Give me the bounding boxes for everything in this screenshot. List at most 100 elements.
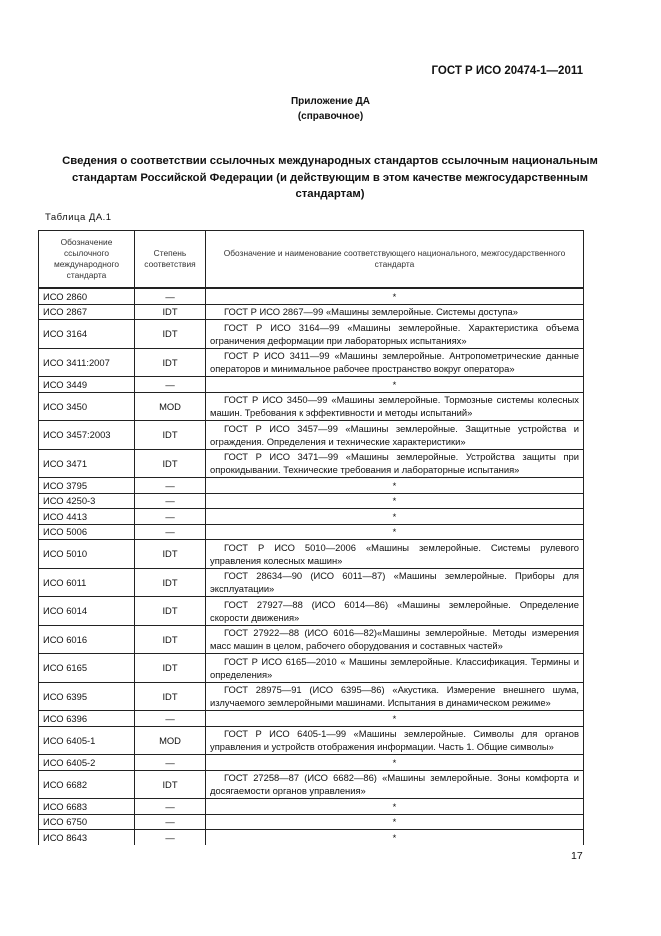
table-row: ИСО 3450 MOD ГОСТ Р ИСО 3450—99 «Машины зе… <box>38 391 584 421</box>
page-number: 17 <box>571 850 583 862</box>
national-standard-cell: * <box>205 829 584 845</box>
column-header-intl: Обозначение ссылочного международного ст… <box>38 230 135 289</box>
intl-standard-cell: ИСО 6396 <box>38 710 135 727</box>
national-standard-cell: * <box>205 798 584 815</box>
degree-cell: — <box>134 477 206 494</box>
intl-standard-cell: ИСО 6014 <box>38 596 135 626</box>
national-standard-cell: ГОСТ Р ИСО 3457—99 «Машины землеройные. … <box>205 420 584 450</box>
table-row: ИСО 3411:2007 IDT ГОСТ Р ИСО 3411—99 «Маши… <box>38 347 584 377</box>
intl-standard-cell: ИСО 3449 <box>38 376 135 393</box>
degree-cell: IDT <box>134 303 206 320</box>
degree-cell: — <box>134 492 206 509</box>
national-standard-cell: ГОСТ 28975—91 (ИСО 6395—86) «Акустика. И… <box>205 681 584 711</box>
table-row: ИСО 2867 IDT ГОСТ Р ИСО 2867—99 «Машины зе… <box>38 303 584 320</box>
table-row: ИСО 6016 IDT ГОСТ 27922—88 (ИСО 6016—82)«М… <box>38 624 584 654</box>
table-row: ИСО 6395 IDT ГОСТ 28975—91 (ИСО 6395—86) «… <box>38 681 584 711</box>
intl-standard-cell: ИСО 3457:2003 <box>38 420 135 450</box>
degree-cell: — <box>134 508 206 525</box>
table-row: ИСО 6396— * <box>38 710 584 727</box>
intl-standard-cell: ИСО 3411:2007 <box>38 347 135 377</box>
degree-cell: IDT <box>134 420 206 450</box>
intl-standard-cell: ИСО 3471 <box>38 448 135 478</box>
degree-cell: MOD <box>134 725 206 755</box>
table-row: ИСО 5010 IDT ГОСТ Р ИСО 5010—2006 «Машины … <box>38 539 584 569</box>
national-standard-cell: * <box>205 477 584 494</box>
table-row: ИСО 8643— * <box>38 829 584 845</box>
intl-standard-cell: ИСО 3450 <box>38 391 135 421</box>
table-row: ИСО 3449— * <box>38 376 584 393</box>
table-row: ИСО 5006— * <box>38 523 584 540</box>
intl-standard-cell: ИСО 6405-1 <box>38 725 135 755</box>
degree-cell: IDT <box>134 319 206 349</box>
annex-title: Приложение ДА <box>290 96 371 107</box>
document-code: ГОСТ Р ИСО 20474-1—2011 <box>431 65 584 77</box>
degree-cell: — <box>134 754 206 771</box>
national-standard-cell: * <box>205 376 584 393</box>
intl-standard-cell: ИСО 6683 <box>38 798 135 815</box>
column-header-national: Обозначение и наименование соответствующ… <box>205 230 584 289</box>
intl-standard-cell: ИСО 2860 <box>38 287 135 305</box>
table-row: ИСО 6750— * <box>38 813 584 830</box>
standards-table: Обозначение ссылочного международного ст… <box>38 230 584 845</box>
table-row: ИСО 6014 IDT ГОСТ 27927—88 (ИСО 6014—86) «… <box>38 596 584 626</box>
table-row: ИСО 4250-3— * <box>38 492 584 509</box>
degree-cell: IDT <box>134 539 206 569</box>
degree-cell: — <box>134 813 206 830</box>
intl-standard-cell: ИСО 4413 <box>38 508 135 525</box>
intl-standard-cell: ИСО 6405-2 <box>38 754 135 771</box>
intl-standard-cell: ИСО 5006 <box>38 523 135 540</box>
annex-subtitle: (справочное) <box>297 111 364 122</box>
national-standard-cell: * <box>205 492 584 509</box>
degree-cell: IDT <box>134 596 206 626</box>
national-standard-cell: ГОСТ Р ИСО 3450—99 «Машины землеройные. … <box>205 391 584 421</box>
table-row: ИСО 6165 IDT ГОСТ Р ИСО 6165—2010 « Машины… <box>38 653 584 683</box>
national-standard-cell: ГОСТ Р ИСО 6165—2010 « Машины землеройны… <box>205 653 584 683</box>
national-standard-cell: * <box>205 710 584 727</box>
national-standard-cell: ГОСТ Р ИСО 5010—2006 «Машины землеройные… <box>205 539 584 569</box>
degree-cell: — <box>134 376 206 393</box>
table-row: ИСО 3795— * <box>38 477 584 494</box>
intl-standard-cell: ИСО 6682 <box>38 769 135 799</box>
section-heading: Сведения о соответствии ссылочных междун… <box>62 155 598 200</box>
degree-cell: — <box>134 710 206 727</box>
table-row: ИСО 6683— * <box>38 798 584 815</box>
national-standard-cell: ГОСТ Р ИСО 2867—99 «Машины землеройные. … <box>205 303 584 320</box>
intl-standard-cell: ИСО 2867 <box>38 303 135 320</box>
degree-cell: — <box>134 287 206 305</box>
table-caption: Таблица ДА.1 <box>45 212 112 223</box>
degree-cell: IDT <box>134 567 206 597</box>
national-standard-cell: ГОСТ 27922—88 (ИСО 6016—82)«Машины земле… <box>205 624 584 654</box>
national-standard-cell: * <box>205 508 584 525</box>
national-standard-cell: ГОСТ 28634—90 (ИСО 6011—87) «Машины земл… <box>205 567 584 597</box>
degree-cell: IDT <box>134 653 206 683</box>
degree-cell: — <box>134 523 206 540</box>
degree-cell: IDT <box>134 769 206 799</box>
intl-standard-cell: ИСО 6750 <box>38 813 135 830</box>
national-standard-cell: * <box>205 813 584 830</box>
table-row: ИСО 2860— * <box>38 287 584 305</box>
degree-cell: — <box>134 829 206 845</box>
table-row: ИСО 4413— * <box>38 508 584 525</box>
table-row: ИСО 3457:2003 IDT ГОСТ Р ИСО 3457—99 «Маши… <box>38 420 584 450</box>
national-standard-cell: ГОСТ 27927—88 (ИСО 6014—86) «Машины земл… <box>205 596 584 626</box>
degree-cell: IDT <box>134 448 206 478</box>
national-standard-cell: ГОСТ Р ИСО 6405-1—99 «Машины землеройные… <box>205 725 584 755</box>
degree-cell: IDT <box>134 347 206 377</box>
national-standard-cell: ГОСТ Р ИСО 3471—99 «Машины землеройные. … <box>205 448 584 478</box>
intl-standard-cell: ИСО 6011 <box>38 567 135 597</box>
intl-standard-cell: ИСО 3164 <box>38 319 135 349</box>
intl-standard-cell: ИСО 5010 <box>38 539 135 569</box>
table-row: ИСО 6682 IDT ГОСТ 27258—87 (ИСО 6682—86) «… <box>38 769 584 799</box>
column-header-degree: Степень соответствия <box>134 230 206 289</box>
national-standard-cell: ГОСТ 27258—87 (ИСО 6682—86) «Машины земл… <box>205 769 584 799</box>
table-row: ИСО 3164 IDT ГОСТ Р ИСО 3164—99 «Машины зе… <box>38 319 584 349</box>
degree-cell: — <box>134 798 206 815</box>
intl-standard-cell: ИСО 4250-3 <box>38 492 135 509</box>
table-row: ИСО 3471 IDT ГОСТ Р ИСО 3471—99 «Машины зе… <box>38 448 584 478</box>
intl-standard-cell: ИСО 6395 <box>38 681 135 711</box>
intl-standard-cell: ИСО 3795 <box>38 477 135 494</box>
intl-standard-cell: ИСО 6165 <box>38 653 135 683</box>
degree-cell: MOD <box>134 391 206 421</box>
annex-heading: Приложение ДА (справочное) <box>0 94 661 124</box>
national-standard-cell: * <box>205 523 584 540</box>
